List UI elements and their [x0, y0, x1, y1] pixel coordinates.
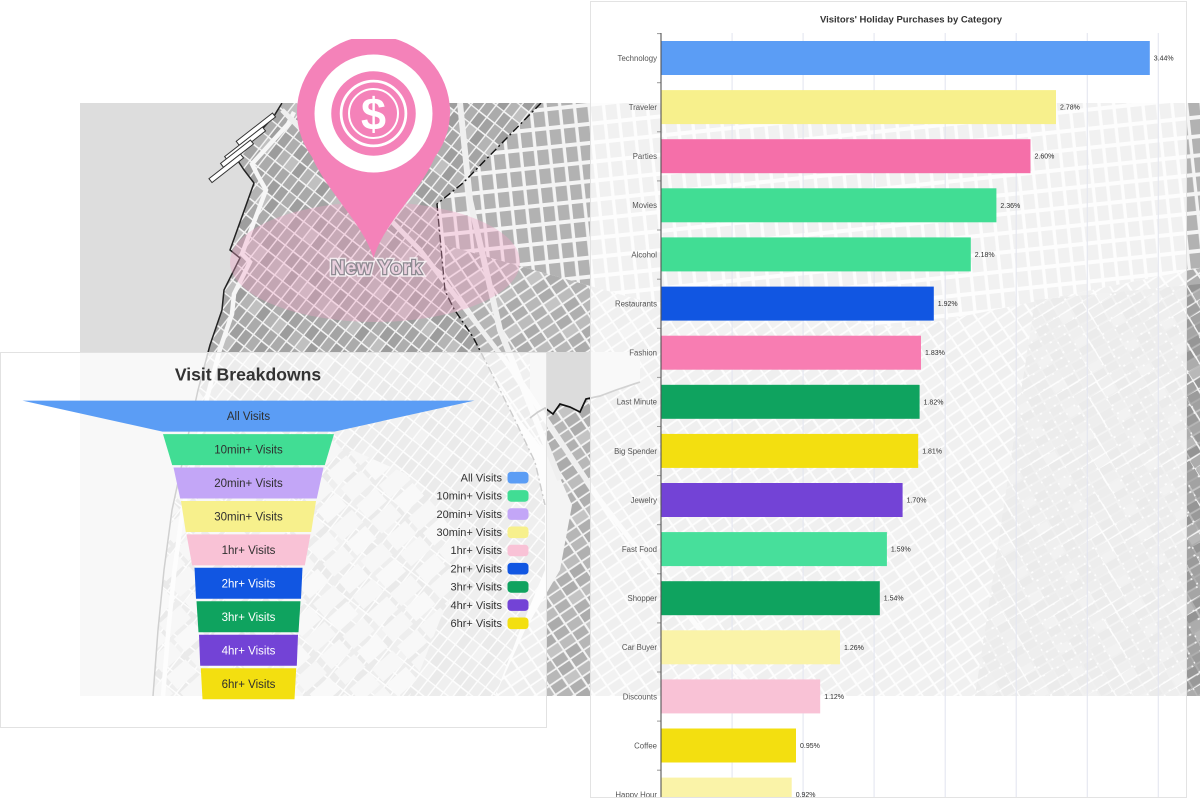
- svg-text:Restaurants: Restaurants: [615, 299, 657, 308]
- svg-text:1.92%: 1.92%: [938, 301, 958, 308]
- svg-text:Movies: Movies: [632, 201, 657, 210]
- svg-text:1.59%: 1.59%: [891, 547, 911, 554]
- svg-text:All Visits: All Visits: [461, 472, 503, 484]
- svg-text:1.26%: 1.26%: [844, 645, 864, 652]
- svg-text:30min+ Visits: 30min+ Visits: [436, 527, 502, 539]
- svg-text:6hr+ Visits: 6hr+ Visits: [451, 618, 503, 630]
- svg-text:Happy Hour: Happy Hour: [615, 791, 657, 799]
- svg-text:Fast Food: Fast Food: [622, 545, 657, 554]
- svg-text:Shopper: Shopper: [628, 594, 658, 603]
- svg-text:1.83%: 1.83%: [925, 350, 945, 357]
- svg-text:2.60%: 2.60%: [1035, 154, 1055, 161]
- svg-text:1hr+ Visits: 1hr+ Visits: [222, 545, 276, 557]
- svg-text:2hr+ Visits: 2hr+ Visits: [222, 578, 276, 590]
- svg-text:Car Buyer: Car Buyer: [622, 643, 658, 652]
- svg-text:2hr+ Visits: 2hr+ Visits: [451, 563, 503, 575]
- svg-text:1.81%: 1.81%: [922, 448, 942, 455]
- svg-text:Alcohol: Alcohol: [631, 250, 657, 259]
- svg-text:Visit Breakdowns: Visit Breakdowns: [175, 364, 322, 384]
- svg-text:4hr+ Visits: 4hr+ Visits: [222, 645, 276, 657]
- svg-text:Coffee: Coffee: [634, 741, 657, 750]
- svg-text:Last Minute: Last Minute: [617, 398, 657, 407]
- svg-text:Parties: Parties: [633, 152, 657, 161]
- svg-text:3.44%: 3.44%: [1154, 56, 1174, 63]
- svg-text:New York: New York: [331, 258, 422, 279]
- svg-text:30min+ Visits: 30min+ Visits: [214, 512, 283, 524]
- svg-text:3hr+ Visits: 3hr+ Visits: [451, 582, 503, 594]
- svg-text:10min+ Visits: 10min+ Visits: [214, 445, 283, 457]
- svg-text:2.78%: 2.78%: [1060, 105, 1080, 112]
- svg-text:20min+ Visits: 20min+ Visits: [436, 509, 502, 521]
- svg-text:0.95%: 0.95%: [800, 743, 820, 750]
- svg-text:All Visits: All Visits: [227, 411, 270, 423]
- svg-text:Fashion: Fashion: [629, 349, 657, 358]
- svg-text:3hr+ Visits: 3hr+ Visits: [222, 612, 276, 624]
- svg-text:6hr+ Visits: 6hr+ Visits: [222, 679, 276, 691]
- svg-text:Jewelry: Jewelry: [631, 496, 658, 505]
- svg-text:1.54%: 1.54%: [884, 596, 904, 603]
- svg-text:Discounts: Discounts: [623, 692, 657, 701]
- svg-text:20min+ Visits: 20min+ Visits: [214, 478, 283, 490]
- svg-text:Traveler: Traveler: [629, 103, 658, 112]
- svg-text:2.18%: 2.18%: [975, 252, 995, 259]
- svg-text:$: $: [361, 89, 386, 140]
- svg-text:Technology: Technology: [618, 54, 658, 63]
- svg-text:1.12%: 1.12%: [824, 694, 844, 701]
- svg-text:1.82%: 1.82%: [924, 399, 944, 406]
- svg-text:New York: New York: [331, 258, 422, 279]
- svg-text:10min+ Visits: 10min+ Visits: [436, 491, 502, 503]
- svg-text:2.36%: 2.36%: [1000, 203, 1020, 210]
- svg-text:4hr+ Visits: 4hr+ Visits: [451, 600, 503, 612]
- svg-text:1.70%: 1.70%: [907, 498, 927, 505]
- svg-text:Big Spender: Big Spender: [614, 447, 657, 456]
- svg-text:0.92%: 0.92%: [796, 792, 816, 798]
- svg-text:1hr+ Visits: 1hr+ Visits: [451, 545, 503, 557]
- svg-text:Visitors' Holiday Purchases by: Visitors' Holiday Purchases by Category: [820, 15, 1003, 26]
